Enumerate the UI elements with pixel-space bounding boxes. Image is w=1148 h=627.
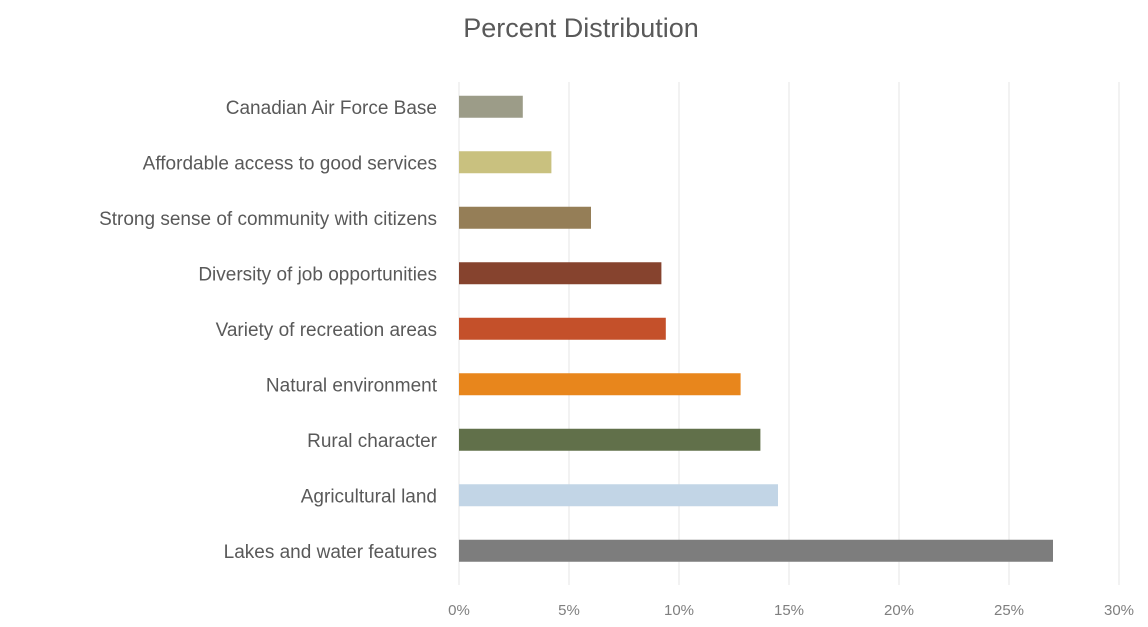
x-tick-label: 10% (664, 602, 694, 619)
bar (459, 428, 761, 451)
bar (459, 151, 552, 174)
category-label: Affordable access to good services (143, 153, 437, 174)
x-tick-label: 0% (448, 602, 470, 619)
category-label: Agricultural land (301, 486, 437, 507)
bar (459, 262, 662, 285)
category-labels: Canadian Air Force Base Affordable access… (99, 98, 438, 563)
category-label: Strong sense of community with citizens (99, 209, 437, 230)
x-tick-label: 30% (1104, 602, 1134, 619)
x-tick-label: 20% (884, 602, 914, 619)
gridlines (458, 82, 1120, 585)
bar (459, 206, 591, 229)
x-tick-label: 15% (774, 602, 804, 619)
bar (459, 373, 741, 396)
bar (459, 539, 1053, 562)
category-label: Diversity of job opportunities (198, 264, 437, 285)
bar (459, 317, 666, 340)
bar (459, 95, 523, 118)
category-label: Lakes and water features (224, 542, 437, 563)
chart-title: Percent Distribution (463, 13, 699, 43)
x-tick-label: 5% (558, 602, 580, 619)
bar (459, 484, 778, 507)
category-label: Variety of recreation areas (216, 320, 437, 341)
x-tick-label: 25% (994, 602, 1024, 619)
category-label: Natural environment (266, 375, 438, 396)
x-tick-labels: 0% 5% 10% 15% 20% 25% 30% (448, 602, 1134, 619)
bars (459, 95, 1053, 562)
category-label: Rural character (307, 431, 438, 452)
category-label: Canadian Air Force Base (226, 98, 437, 119)
